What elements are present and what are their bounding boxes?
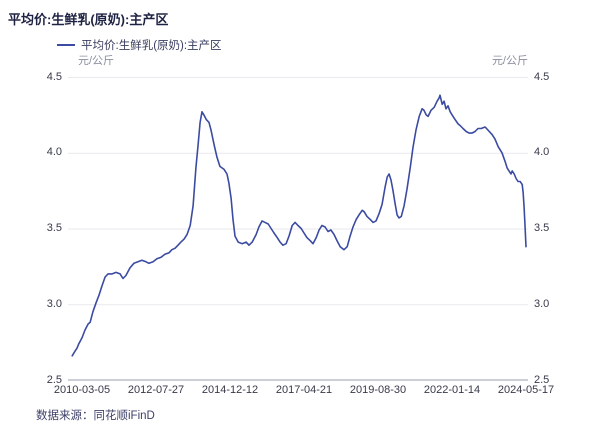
price-line-series bbox=[71, 94, 527, 357]
legend-label: 平均价:生鲜乳(原奶):主产区 bbox=[81, 40, 222, 52]
y-axis-unit-right: 元/公斤 bbox=[491, 55, 528, 67]
y-tick-right-4.0: 4.0 bbox=[534, 146, 550, 159]
x-tick-2010-03-05: 2010-03-05 bbox=[53, 384, 111, 396]
y-tick-left-4.0: 4.0 bbox=[46, 146, 62, 159]
page-title: 平均价:生鲜乳(原奶):主产区 bbox=[8, 12, 169, 27]
y-tick-right-3.0: 3.0 bbox=[534, 297, 550, 310]
x-tick-2022-01-14: 2022-01-14 bbox=[423, 384, 481, 396]
legend-line-icon bbox=[57, 43, 75, 47]
y-tick-left-4.5: 4.5 bbox=[46, 70, 62, 83]
legend: 平均价:生鲜乳(原奶):主产区 bbox=[57, 38, 222, 52]
y-tick-left-3.5: 3.5 bbox=[46, 222, 62, 234]
y-tick-left-2.5: 2.5 bbox=[46, 373, 62, 386]
y-tick-left-3.0: 3.0 bbox=[46, 297, 62, 310]
x-tick-2014-12-12: 2014-12-12 bbox=[201, 384, 259, 396]
plot-area bbox=[68, 77, 528, 381]
y-tick-right-2.5: 2.5 bbox=[534, 373, 550, 386]
line-chart-svg bbox=[68, 77, 528, 381]
x-tick-2017-04-21: 2017-04-21 bbox=[275, 384, 333, 396]
x-tick-2012-07-27: 2012-07-27 bbox=[127, 384, 185, 396]
y-axis-unit-left: 元/公斤 bbox=[78, 55, 115, 67]
x-tick-2019-08-30: 2019-08-30 bbox=[349, 384, 407, 396]
x-tick-2024-05-17: 2024-05-17 bbox=[497, 384, 555, 396]
data-source-text: 数据来源：同花顺iFinD bbox=[36, 410, 155, 422]
y-tick-right-3.5: 3.5 bbox=[534, 222, 550, 234]
y-tick-right-4.5: 4.5 bbox=[534, 70, 550, 83]
